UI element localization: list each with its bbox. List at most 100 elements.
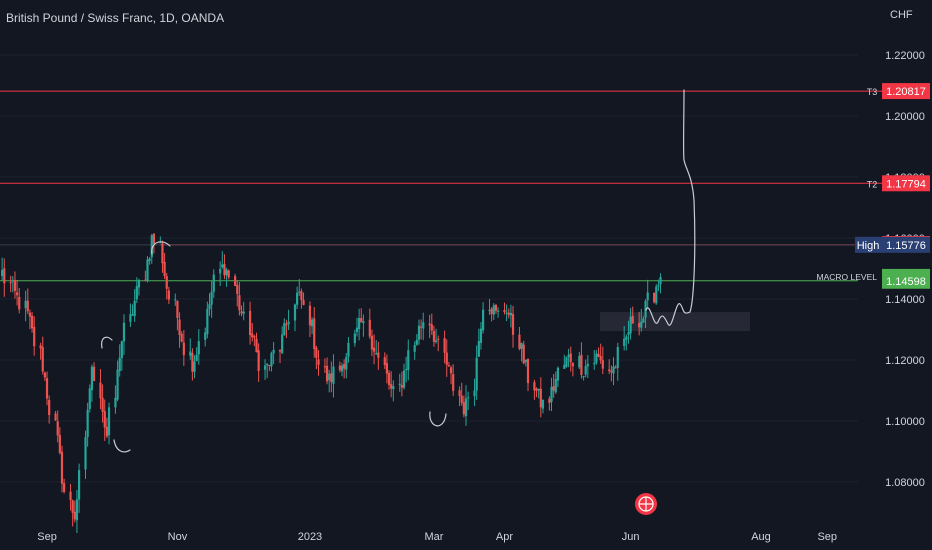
candle xyxy=(43,371,46,381)
candle-body xyxy=(437,338,440,340)
candle-body xyxy=(45,378,49,399)
candle-body xyxy=(178,319,181,335)
candle-body xyxy=(638,323,641,328)
candle xyxy=(223,254,226,280)
y-tick-label: 1.22000 xyxy=(885,50,925,62)
candle xyxy=(385,354,389,384)
candle-body xyxy=(105,426,108,437)
candle-body xyxy=(43,372,46,378)
candle-body xyxy=(492,305,495,315)
candle-body xyxy=(355,327,359,332)
candle xyxy=(63,478,66,494)
candle xyxy=(616,342,619,381)
candle-body xyxy=(317,359,320,365)
candle-body xyxy=(255,338,258,353)
candle xyxy=(315,345,318,370)
candle xyxy=(197,329,200,365)
candle-body xyxy=(298,291,301,293)
level-lines: T3 T2 High MACRO LEVEL xyxy=(0,87,882,282)
candle xyxy=(398,373,401,392)
candle xyxy=(372,334,376,365)
candle-body xyxy=(377,352,380,358)
hand-drawings xyxy=(101,89,696,515)
candle xyxy=(552,373,555,398)
candle-body xyxy=(415,339,418,345)
candle-body xyxy=(219,268,222,274)
candle-body xyxy=(449,367,453,374)
candle-body xyxy=(114,397,117,408)
candle-body xyxy=(26,300,29,312)
candle xyxy=(509,304,512,328)
candle xyxy=(447,361,450,367)
candle-body xyxy=(325,365,329,382)
price-label-bg xyxy=(882,236,930,253)
candle-body xyxy=(221,264,224,268)
candle xyxy=(526,358,530,392)
x-tick-label: Mar xyxy=(424,531,443,543)
candle-body xyxy=(524,359,527,362)
candle xyxy=(281,326,284,354)
candle xyxy=(490,307,493,322)
candle-body xyxy=(550,387,553,403)
candle-body xyxy=(310,319,314,327)
candle-body xyxy=(182,342,185,356)
circle-low-left-2 xyxy=(113,439,131,453)
candle xyxy=(610,365,613,382)
candle xyxy=(593,349,596,370)
y-tick-label: 1.14000 xyxy=(885,294,925,306)
candle-body xyxy=(599,355,602,361)
candle-body xyxy=(92,366,96,382)
candle xyxy=(584,359,587,378)
candle-body xyxy=(223,264,226,276)
candle xyxy=(644,299,647,328)
candle xyxy=(659,273,662,294)
candle xyxy=(475,345,478,400)
candle-body xyxy=(464,398,468,417)
candle xyxy=(524,359,527,367)
y-tick-label: 1.10000 xyxy=(885,416,925,428)
candle xyxy=(571,362,574,377)
candle xyxy=(240,305,243,317)
candle-body xyxy=(180,333,183,342)
candle xyxy=(614,365,617,369)
x-tick-label: Apr xyxy=(496,531,513,543)
candle-body xyxy=(614,367,617,369)
candle xyxy=(323,358,327,373)
candle xyxy=(212,269,215,298)
candle-body xyxy=(653,292,656,303)
candle xyxy=(330,361,333,393)
candle-body xyxy=(251,333,254,338)
candle xyxy=(415,334,418,346)
candle-body xyxy=(370,335,374,350)
candle xyxy=(343,359,346,379)
candle xyxy=(131,304,134,316)
candle-body xyxy=(159,242,162,244)
candle-body xyxy=(580,354,583,375)
candle-body xyxy=(368,319,371,337)
candle-body xyxy=(122,322,126,342)
candle xyxy=(599,343,602,364)
candle xyxy=(3,258,6,297)
candle-body xyxy=(358,318,361,330)
candle-body xyxy=(477,341,480,357)
consolidation-box xyxy=(600,312,750,332)
candle xyxy=(467,391,470,410)
candle-body xyxy=(73,511,76,520)
candle-body xyxy=(610,370,613,373)
candle xyxy=(1,257,4,281)
candle-body xyxy=(505,312,508,314)
candle xyxy=(488,298,491,315)
candle xyxy=(308,301,312,338)
candle-body xyxy=(28,312,32,317)
candle-body xyxy=(578,355,581,368)
candle-body xyxy=(655,286,658,304)
candle xyxy=(550,377,553,412)
candle xyxy=(578,351,581,369)
candle xyxy=(283,318,286,336)
candle xyxy=(293,303,297,332)
candle-body xyxy=(657,285,660,287)
candle xyxy=(249,301,252,345)
candle-body xyxy=(103,410,106,428)
